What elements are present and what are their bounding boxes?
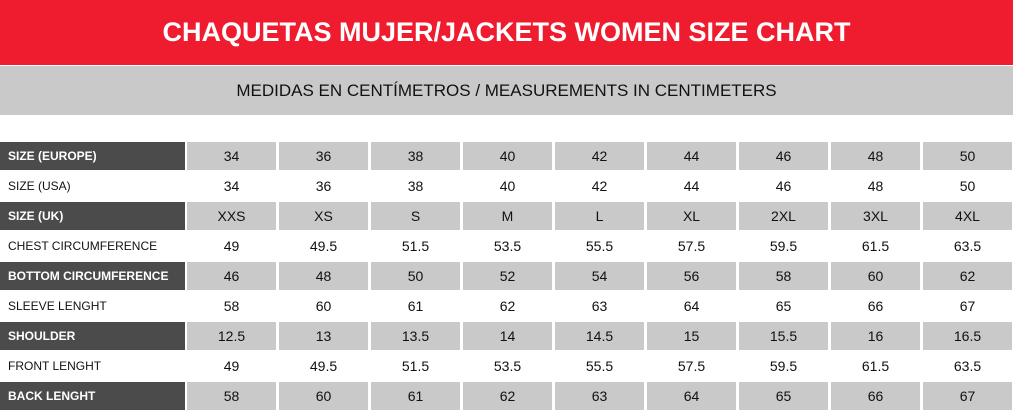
table-cell: 56 <box>647 262 736 290</box>
table-cell: 48 <box>867 178 884 194</box>
table-cell: 15 <box>647 322 736 350</box>
table-cell: 61 <box>371 382 460 410</box>
table-cell: 12.5 <box>187 322 276 350</box>
table-cell: 49.5 <box>309 238 338 254</box>
table-cell: 4XL <box>923 202 1012 230</box>
table-cell: 3XL <box>831 202 920 230</box>
table-cell: 15.5 <box>739 322 828 350</box>
table-cell: 67 <box>923 382 1012 410</box>
table-cell: 40 <box>463 142 552 170</box>
table-cell: 64 <box>683 298 700 314</box>
table-cell: 58 <box>187 382 276 410</box>
table-cell: 42 <box>591 178 608 194</box>
table-cell: 50 <box>923 142 1012 170</box>
table-cell: XXS <box>187 202 276 230</box>
table-cell: 38 <box>407 178 424 194</box>
table-cell: 50 <box>371 262 460 290</box>
table-cell: 51.5 <box>401 238 430 254</box>
table-cell: 62 <box>499 298 516 314</box>
table-cell: XS <box>279 202 368 230</box>
table-cell: 36 <box>315 178 332 194</box>
table-cell: 14 <box>463 322 552 350</box>
table-cell: 36 <box>279 142 368 170</box>
table-cell: 34 <box>223 178 240 194</box>
table-cell: 48 <box>831 142 920 170</box>
table-cell: 61 <box>407 298 424 314</box>
table-cell: 44 <box>647 142 736 170</box>
table-cell: M <box>463 202 552 230</box>
table-cell: 57.5 <box>677 358 706 374</box>
table-cell: 16 <box>831 322 920 350</box>
table-cell: 40 <box>499 178 516 194</box>
table-cell: 49.5 <box>309 358 338 374</box>
table-cell: 48 <box>279 262 368 290</box>
row-label: BACK LENGHT <box>0 382 185 410</box>
row-label: CHEST CIRCUMFERENCE <box>8 239 158 253</box>
table-cell: 54 <box>555 262 644 290</box>
table-cell: S <box>371 202 460 230</box>
table-cell: 59.5 <box>769 358 798 374</box>
table-cell: 53.5 <box>493 358 522 374</box>
table-cell: 53.5 <box>493 238 522 254</box>
table-cell: 58 <box>739 262 828 290</box>
subtitle: MEDIDAS EN CENTÍMETROS / MEASUREMENTS IN… <box>0 66 1013 115</box>
table-cell: 42 <box>555 142 644 170</box>
row-label: BOTTOM CIRCUMFERENCE <box>0 262 185 290</box>
table-cell: 63.5 <box>953 238 982 254</box>
table-cell: 2XL <box>739 202 828 230</box>
table-cell: 58 <box>223 298 240 314</box>
row-label: SIZE (USA) <box>8 179 71 193</box>
table-cell: 14.5 <box>555 322 644 350</box>
table-cell: 63.5 <box>953 358 982 374</box>
table-cell: 62 <box>463 382 552 410</box>
table-cell: 59.5 <box>769 238 798 254</box>
table-cell: 60 <box>831 262 920 290</box>
table-cell: 16.5 <box>923 322 1012 350</box>
table-cell: 55.5 <box>585 238 614 254</box>
table-cell: 66 <box>867 298 884 314</box>
title: CHAQUETAS MUJER/JACKETS WOMEN SIZE CHART <box>0 0 1013 65</box>
row-label: SLEEVE LENGHT <box>8 299 107 313</box>
table-cell: 13 <box>279 322 368 350</box>
table-cell: L <box>555 202 644 230</box>
table-cell: 67 <box>959 298 976 314</box>
row-label: SIZE (EUROPE) <box>0 142 185 170</box>
table-cell: 61.5 <box>861 238 890 254</box>
table-cell: 55.5 <box>585 358 614 374</box>
row-label: SIZE (UK) <box>0 202 185 230</box>
table-cell: 62 <box>923 262 1012 290</box>
table-cell: 64 <box>647 382 736 410</box>
table-cell: 49 <box>223 358 240 374</box>
table-cell: 66 <box>831 382 920 410</box>
table-cell: 63 <box>555 382 644 410</box>
table-cell: 63 <box>591 298 608 314</box>
row-label: FRONT LENGHT <box>8 359 102 373</box>
table-cell: 38 <box>371 142 460 170</box>
table-cell: 60 <box>279 382 368 410</box>
table-cell: 52 <box>463 262 552 290</box>
table-cell: 51.5 <box>401 358 430 374</box>
table-cell: 46 <box>739 142 828 170</box>
table-cell: 57.5 <box>677 238 706 254</box>
table-cell: 13.5 <box>371 322 460 350</box>
table-cell: 61.5 <box>861 358 890 374</box>
table-cell: 44 <box>683 178 700 194</box>
table-cell: 49 <box>223 238 240 254</box>
table-cell: 34 <box>187 142 276 170</box>
table-cell: 60 <box>315 298 332 314</box>
table-cell: 46 <box>775 178 792 194</box>
table-cell: 46 <box>187 262 276 290</box>
table-cell: 65 <box>775 298 792 314</box>
row-label: SHOULDER <box>0 322 185 350</box>
table-cell: 65 <box>739 382 828 410</box>
table-cell: 50 <box>959 178 976 194</box>
table-cell: XL <box>647 202 736 230</box>
